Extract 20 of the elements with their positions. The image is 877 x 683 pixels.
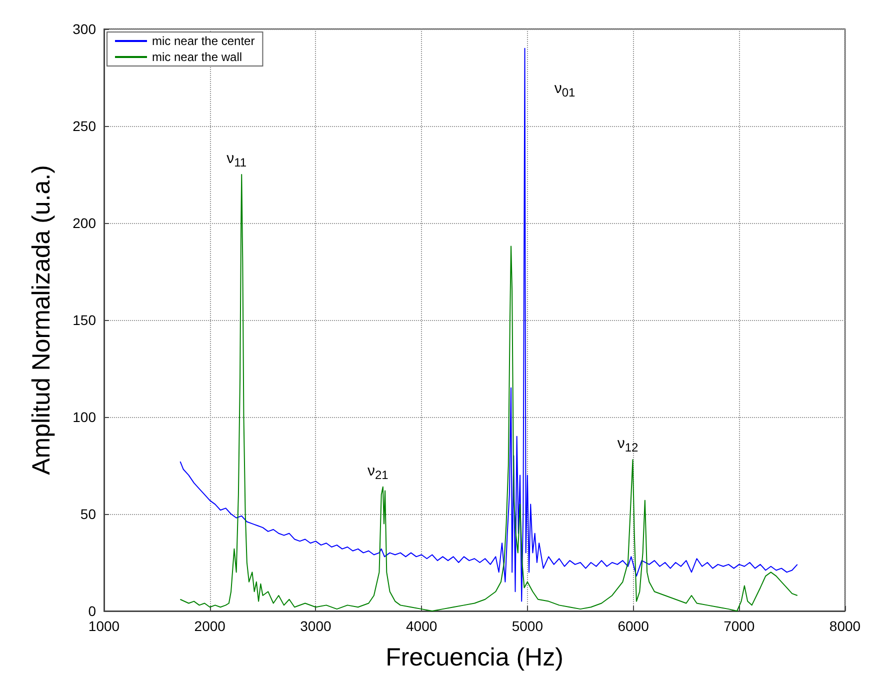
x-tick-label: 4000 [406,618,438,634]
y-tick-label: 250 [72,118,96,134]
x-tick-label: 3000 [300,618,332,634]
x-tick-label: 1000 [88,618,120,634]
y-tick-label: 100 [72,409,96,425]
y-tick-label: 300 [72,21,96,37]
y-tick-label: 200 [72,215,96,231]
x-tick-label: 6000 [618,618,650,634]
x-tick-label: 2000 [194,618,226,634]
y-tick-label: 50 [80,506,96,522]
x-tick-label: 5000 [512,618,544,634]
legend-label: mic near the center [152,34,255,48]
legend-label: mic near the wall [152,50,242,64]
y-tick-label: 150 [72,312,96,328]
y-tick-label: 0 [88,603,96,619]
x-axis-title: Frecuencia (Hz) [386,644,564,672]
x-tick-label: 8000 [829,618,861,634]
y-axis-title: Amplitud Normalizada (u.a.) [28,165,56,475]
line-series [180,174,798,612]
x-tick-label: 7000 [724,618,755,634]
